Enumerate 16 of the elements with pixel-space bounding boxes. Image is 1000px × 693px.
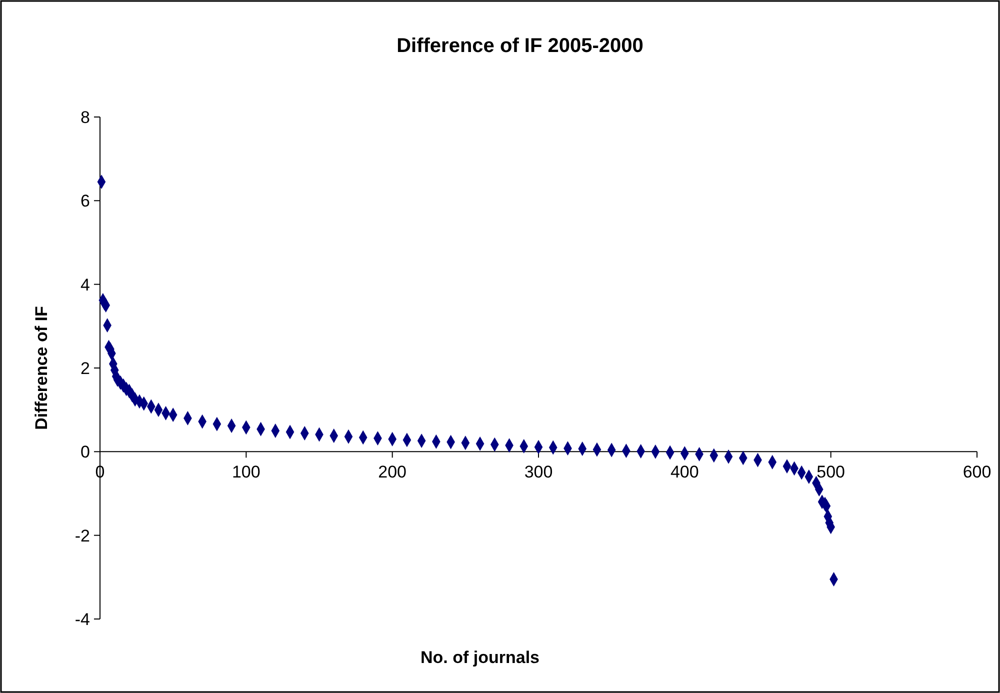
x-tick-label: 100 — [232, 462, 260, 482]
x-tick-label: 300 — [524, 462, 553, 482]
y-tick-label: 4 — [80, 275, 90, 294]
y-tick-label: -4 — [74, 610, 90, 629]
x-tick-label: 200 — [378, 462, 407, 482]
y-tick-label: -2 — [74, 526, 90, 546]
y-tick-label: 8 — [80, 108, 90, 127]
y-axis-title: Difference of IF — [32, 306, 51, 430]
x-tick-label: 600 — [962, 462, 992, 482]
y-tick-label: 0 — [80, 442, 90, 462]
chart-title: Difference of IF 2005-2000 — [396, 35, 644, 57]
x-tick-label: 400 — [670, 462, 699, 482]
x-axis-title: No. of journals — [420, 648, 540, 667]
x-tick-label: 500 — [816, 462, 846, 482]
y-tick-label: 6 — [80, 192, 90, 211]
y-tick-label: 2 — [80, 359, 90, 378]
